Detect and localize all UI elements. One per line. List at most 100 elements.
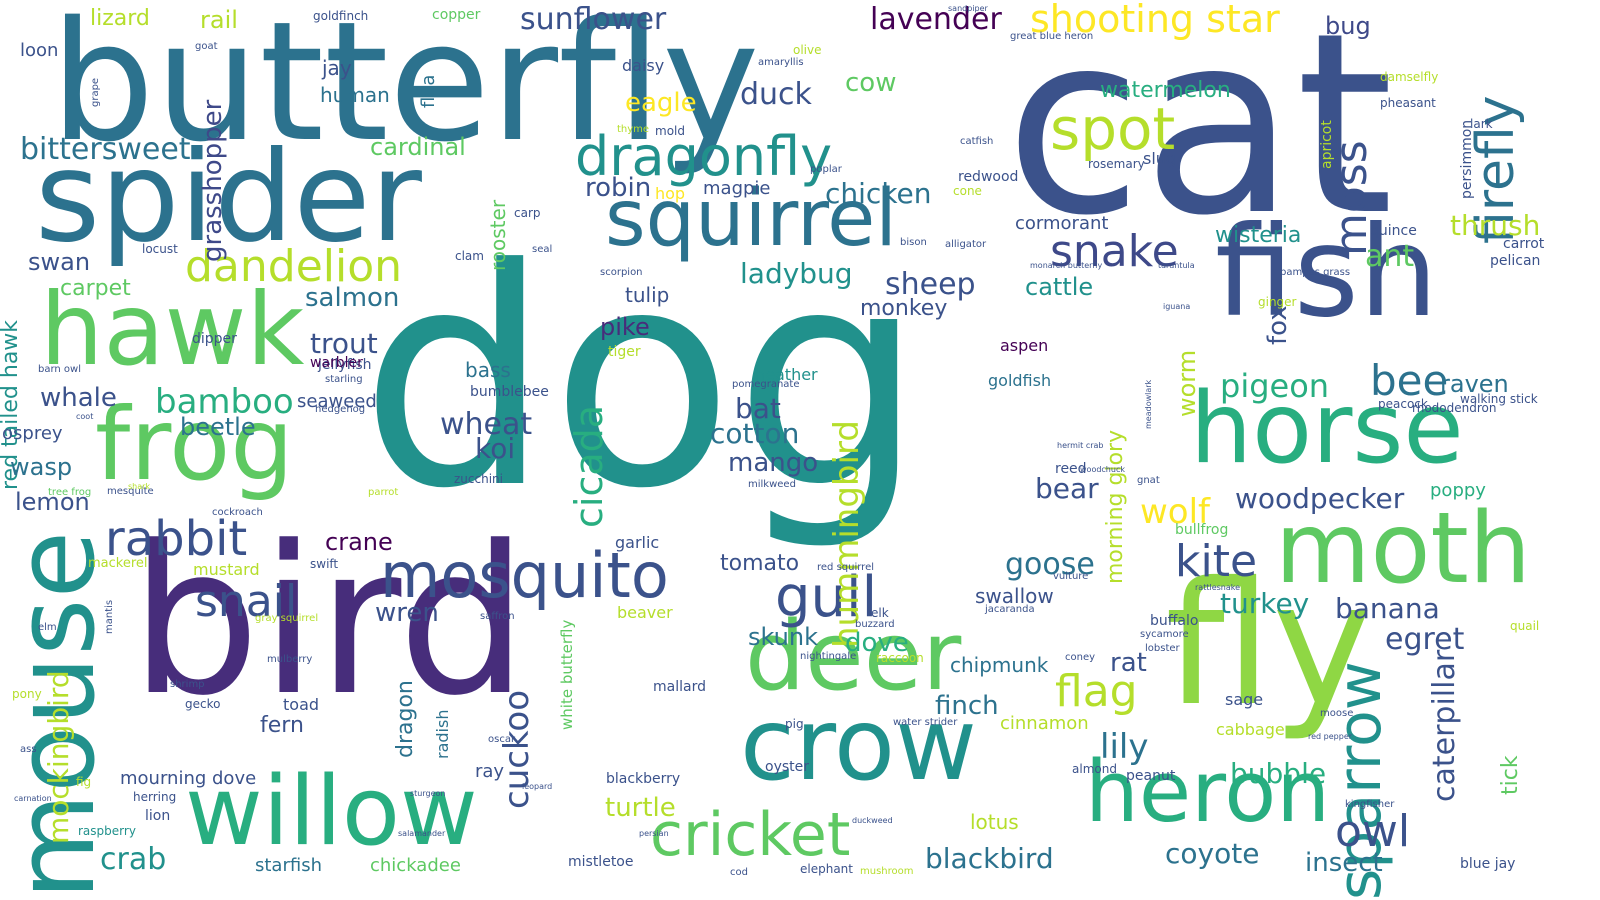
word-red-pepper: red pepper bbox=[1308, 732, 1353, 741]
word-hop: hop bbox=[655, 184, 686, 203]
word-mesquite: mesquite bbox=[107, 486, 154, 497]
word-kingfisher: kingfisher bbox=[1345, 799, 1395, 810]
word-lobster: lobster bbox=[1145, 643, 1180, 654]
word-almond: almond bbox=[1072, 762, 1117, 776]
word-mustard: mustard bbox=[193, 560, 260, 579]
word-salamander: salamander bbox=[398, 829, 446, 838]
word-dandelion: dandelion bbox=[185, 241, 403, 292]
word-dove: dove bbox=[845, 628, 909, 658]
word-buzzard: buzzard bbox=[855, 619, 895, 630]
word-herring: herring bbox=[133, 790, 177, 804]
word-wasp: wasp bbox=[10, 453, 73, 481]
word-locust: locust bbox=[142, 242, 178, 256]
word-saffron: saffron bbox=[480, 611, 515, 622]
word-cat: cat bbox=[1005, 0, 1394, 270]
word-goldfinch: goldfinch bbox=[313, 9, 369, 23]
word-tomato: tomato bbox=[720, 551, 800, 576]
word-spot: spot bbox=[1050, 95, 1176, 163]
word-quince: quince bbox=[1370, 223, 1417, 239]
word-white-butterfly: white butterfly bbox=[558, 619, 576, 730]
word-moth: moth bbox=[1275, 492, 1531, 606]
word-quail: quail bbox=[1510, 619, 1540, 633]
word-elephant: elephant bbox=[800, 862, 853, 876]
word-woodpecker: woodpecker bbox=[1235, 482, 1405, 515]
word-coyote: coyote bbox=[1165, 837, 1260, 870]
word-sandpiper: sandpiper bbox=[948, 4, 988, 13]
word-ginger: ginger bbox=[1258, 295, 1297, 309]
word-cattle: cattle bbox=[1025, 273, 1094, 301]
word-carrot: carrot bbox=[1503, 236, 1545, 252]
word-sheep: sheep bbox=[885, 267, 976, 302]
word-cow: cow bbox=[845, 68, 897, 98]
word-jay: jay bbox=[322, 56, 352, 80]
word-hummingbird: hummingbird bbox=[827, 420, 867, 648]
word-gnat: gnat bbox=[1137, 475, 1160, 486]
word-pony: pony bbox=[12, 687, 42, 701]
word-bee: bee bbox=[1370, 356, 1449, 405]
word-tree-frog: tree frog bbox=[48, 487, 92, 498]
word-zucchini: zucchini bbox=[454, 472, 503, 486]
word-nightingale: nightingale bbox=[800, 651, 857, 662]
word-dog: dog bbox=[360, 205, 925, 554]
word-wolf: wolf bbox=[1140, 492, 1211, 532]
word-swan: swan bbox=[28, 248, 91, 276]
word-skunk: skunk bbox=[748, 623, 818, 651]
word-crab: crab bbox=[100, 842, 167, 877]
word-beaver: beaver bbox=[617, 603, 673, 622]
word-coot: coot bbox=[76, 412, 94, 421]
word-hermit-crab: hermit crab bbox=[1057, 441, 1104, 450]
word-sunflower: sunflower bbox=[520, 2, 667, 37]
word-loon: loon bbox=[20, 40, 59, 61]
word-oyster: oyster bbox=[765, 759, 810, 775]
word-cockroach: cockroach bbox=[212, 507, 263, 518]
word-goose: goose bbox=[1005, 547, 1095, 582]
word-cone: cone bbox=[953, 184, 982, 198]
word-dipper: dipper bbox=[192, 331, 237, 347]
word-wheat: wheat bbox=[440, 407, 533, 442]
word-pomegranate: pomegranate bbox=[732, 379, 800, 390]
word-water-strider: water strider bbox=[893, 717, 958, 728]
word-rosemary: rosemary bbox=[1088, 157, 1145, 171]
word-mango: mango bbox=[728, 448, 819, 478]
word-mushroom: mushroom bbox=[860, 866, 914, 877]
word-poppy: poppy bbox=[1430, 480, 1486, 501]
word-magpie: magpie bbox=[703, 178, 771, 199]
word-cotton: cotton bbox=[710, 417, 800, 450]
word-toad: toad bbox=[283, 695, 320, 714]
word-meadowlark: meadowlark bbox=[1144, 379, 1153, 429]
word-fish: fish bbox=[1215, 200, 1439, 345]
word-copper: copper bbox=[432, 7, 481, 23]
word-grape: grape bbox=[90, 77, 101, 107]
word-lark: lark bbox=[1470, 117, 1493, 131]
word-morning-glory: morning glory bbox=[1103, 429, 1128, 584]
word-cinnamon: cinnamon bbox=[1000, 713, 1089, 734]
word-jellyfish: jellyfish bbox=[318, 357, 372, 373]
word-owl: owl bbox=[1335, 806, 1411, 857]
word-ass: ass bbox=[20, 744, 37, 755]
word-mold: mold bbox=[655, 124, 685, 138]
word-starfish: starfish bbox=[255, 855, 322, 876]
word-lily: lily bbox=[1100, 727, 1149, 767]
word-sturgeon: sturgeon bbox=[410, 789, 446, 798]
word-pig: pig bbox=[785, 717, 804, 731]
word-slug: slug bbox=[1143, 149, 1177, 168]
word-spider: spider bbox=[35, 125, 422, 270]
word-jacaranda: jacaranda bbox=[985, 604, 1035, 615]
word-great-blue-heron: great blue heron bbox=[1010, 31, 1094, 42]
word-raspberry: raspberry bbox=[78, 824, 136, 838]
word-vulture: vulture bbox=[1053, 571, 1089, 582]
word-cardinal: cardinal bbox=[370, 133, 466, 161]
word-tick: tick bbox=[1498, 755, 1523, 795]
word-redwood: redwood bbox=[958, 169, 1019, 185]
word-flag: flag bbox=[1055, 666, 1138, 717]
word-mockingbird: mockingbird bbox=[42, 670, 75, 844]
word-warbler: warbler bbox=[310, 355, 363, 371]
word-parrot: parrot bbox=[368, 487, 399, 498]
word-coney: coney bbox=[1065, 652, 1096, 663]
word-fox: fox bbox=[1263, 305, 1293, 345]
word-human: human bbox=[320, 83, 390, 107]
word-seal: seal bbox=[532, 244, 553, 255]
word-leopard: leopard bbox=[522, 782, 553, 791]
word-raccoon: raccoon bbox=[876, 651, 924, 665]
word-cormorant: cormorant bbox=[1015, 213, 1109, 234]
